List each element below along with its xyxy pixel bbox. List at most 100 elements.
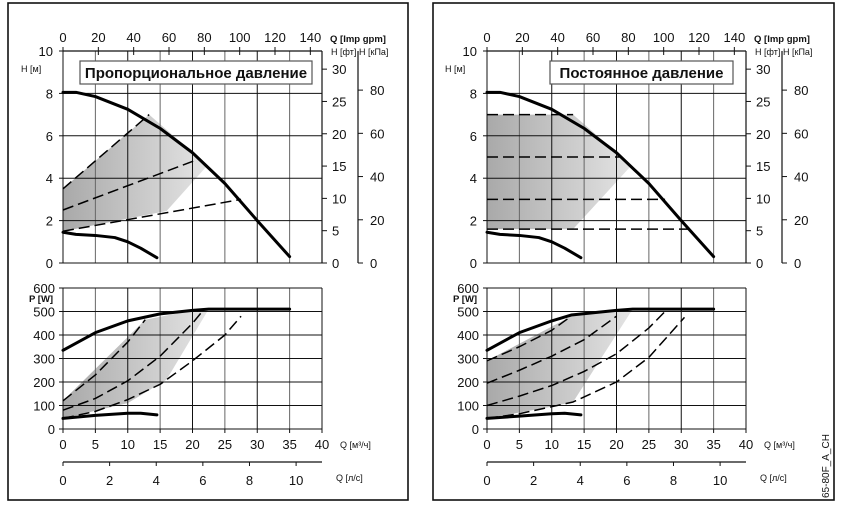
ft-axis-tick-label: 25 <box>756 94 770 109</box>
top-axis-tick-label: 100 <box>229 30 251 45</box>
y-axis-tick-label: 600 <box>33 281 55 296</box>
y-axis-label: P [W] <box>29 294 53 305</box>
x-axis-tick-label: 15 <box>153 437 167 452</box>
ft-axis-tick-label: 15 <box>332 159 346 174</box>
x-axis-tick-label: 25 <box>642 437 656 452</box>
x-axis-tick-label: 0 <box>483 437 490 452</box>
y-axis-label: H [м] <box>445 64 465 74</box>
control-power-curve-dashed <box>62 319 146 402</box>
x2-axis-tick-label: 4 <box>577 473 584 488</box>
head-curve <box>61 90 292 259</box>
ft-axis-tick-label: 10 <box>756 191 770 206</box>
top-axis-tick-label: 20 <box>515 30 529 45</box>
y-axis-tick-label: 2 <box>470 214 477 229</box>
y-axis-tick-label: 100 <box>457 399 479 414</box>
operating-range-area <box>487 114 632 230</box>
y-axis-tick-label: 400 <box>33 328 55 343</box>
x-axis-tick-label: 35 <box>282 437 296 452</box>
chart-title: Пропорциональное давление <box>85 65 307 82</box>
operating-range-area <box>63 309 209 419</box>
x2-axis-tick-label: 8 <box>670 473 677 488</box>
y-axis-tick-label: 2 <box>46 214 53 229</box>
top-axis-tick-label: 20 <box>91 30 105 45</box>
ft-axis-label: H [фт] <box>331 47 356 57</box>
kpa-axis-tick-label: 80 <box>370 83 384 98</box>
x-axis-tick-label: 20 <box>609 437 623 452</box>
ft-axis-tick-label: 5 <box>756 224 763 239</box>
x-axis-tick-label: 25 <box>218 437 232 452</box>
y-axis-tick-label: 0 <box>46 256 53 271</box>
ft-axis-tick-label: 0 <box>332 256 339 271</box>
top-axis-tick-label: 140 <box>299 30 321 45</box>
top-axis-tick-label: 60 <box>162 30 176 45</box>
x2-axis-tick-label: 8 <box>246 473 253 488</box>
x-axis-tick-label: 40 <box>315 437 329 452</box>
chart-title: Постоянное давление <box>560 65 724 82</box>
chart-title-box <box>79 60 313 85</box>
y-axis-tick-label: 400 <box>457 328 479 343</box>
kpa-axis-tick-label: 60 <box>370 126 384 141</box>
kpa-axis-tick-label: 20 <box>370 213 384 228</box>
ft-axis-tick-label: 10 <box>332 191 346 206</box>
y-axis-tick-label: 10 <box>39 44 53 59</box>
head-curve <box>485 90 716 259</box>
control-power-curve-dashed <box>62 311 203 411</box>
control-power-curve-dashed <box>486 315 617 384</box>
kpa-axis-tick-label: 40 <box>794 170 808 185</box>
kpa-axis-tick-label: 80 <box>794 83 808 98</box>
power-curve <box>485 411 583 420</box>
x2-axis-label: Q [л/с] <box>336 473 363 483</box>
y-axis-tick-label: 600 <box>457 281 479 296</box>
top-axis-tick-label: 60 <box>586 30 600 45</box>
x2-axis-tick-label: 6 <box>199 473 206 488</box>
y-axis-tick-label: 0 <box>470 256 477 271</box>
x-axis-tick-label: 30 <box>674 437 688 452</box>
y-axis-tick-label: 500 <box>33 305 55 320</box>
kpa-axis-tick-label: 40 <box>370 170 384 185</box>
kpa-axis-tick-label: 0 <box>370 256 377 271</box>
x2-axis-tick-label: 4 <box>153 473 160 488</box>
control-power-curve-dashed <box>62 315 242 420</box>
top-axis-tick-label: 0 <box>59 30 66 45</box>
top-axis-label: Q [Imp gpm] <box>330 34 386 45</box>
control-curve-dashed <box>62 114 150 190</box>
y-axis-tick-label: 6 <box>470 129 477 144</box>
control-power-curve-dashed <box>486 310 666 407</box>
y-axis-tick-label: 100 <box>33 399 55 414</box>
ft-axis-tick-label: 30 <box>332 62 346 77</box>
ft-axis-tick-label: 5 <box>332 224 339 239</box>
control-curve-dashed <box>62 159 197 211</box>
x-axis-tick-label: 15 <box>577 437 591 452</box>
x-axis-tick-label: 0 <box>59 437 66 452</box>
operating-range-area <box>487 309 633 419</box>
x-axis-tick-label: 40 <box>739 437 753 452</box>
ft-axis-tick-label: 20 <box>332 127 346 142</box>
y-axis-tick-label: 200 <box>33 375 55 390</box>
y-axis-tick-label: 500 <box>457 305 479 320</box>
x-axis-tick-label: 30 <box>250 437 264 452</box>
top-axis-tick-label: 80 <box>197 30 211 45</box>
y-axis-tick-label: 4 <box>46 171 53 186</box>
x-axis-label: Q [м³/ч] <box>340 440 371 450</box>
power-curve <box>61 411 159 420</box>
head-curve <box>485 230 583 260</box>
x2-axis-tick-label: 0 <box>483 473 490 488</box>
ft-axis-tick-label: 30 <box>756 62 770 77</box>
y-axis-tick-label: 0 <box>48 422 55 437</box>
ft-axis-tick-label: 20 <box>756 127 770 142</box>
y-axis-tick-label: 8 <box>470 86 477 101</box>
y-axis-tick-label: 300 <box>457 352 479 367</box>
ft-axis-label: H [фт] <box>755 47 780 57</box>
x-axis-tick-label: 10 <box>545 437 559 452</box>
top-axis-tick-label: 40 <box>550 30 564 45</box>
x-axis-tick-label: 35 <box>706 437 720 452</box>
top-axis-label: Q [Imp gpm] <box>754 34 810 45</box>
top-axis-tick-label: 140 <box>723 30 745 45</box>
power-curve <box>61 307 292 352</box>
panel-frame <box>432 2 835 501</box>
kpa-axis-label: H [кПа] <box>359 47 388 57</box>
